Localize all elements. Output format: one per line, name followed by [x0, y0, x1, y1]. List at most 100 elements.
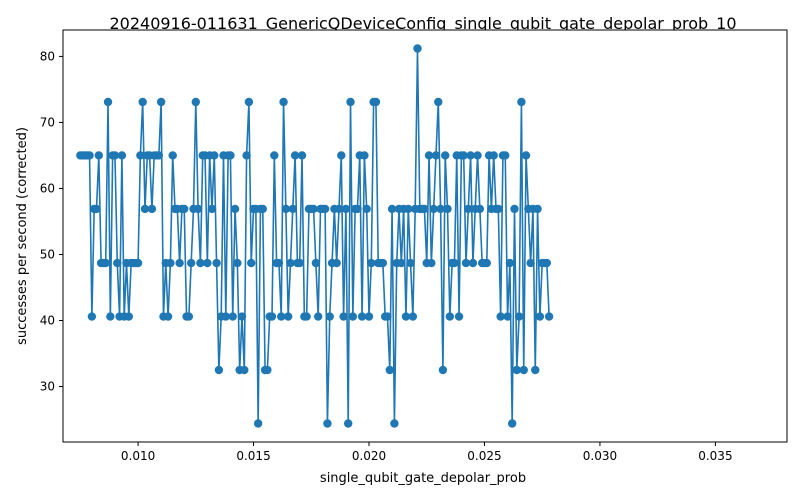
- data-point: [535, 312, 545, 321]
- data-point: [288, 204, 297, 214]
- data-point: [341, 204, 351, 214]
- data-point: [443, 204, 452, 214]
- data-point: [154, 151, 164, 160]
- data-point: [196, 258, 205, 268]
- data-point: [325, 312, 334, 321]
- x-tick-label: 0.025: [467, 449, 501, 463]
- data-point: [92, 204, 101, 214]
- data-point: [334, 204, 344, 214]
- x-tick-label: 0.030: [583, 449, 617, 463]
- data-point: [544, 312, 554, 321]
- data-point: [263, 365, 272, 375]
- data-point: [244, 97, 254, 107]
- data-point: [494, 204, 503, 214]
- data-point: [230, 204, 240, 214]
- data-point: [207, 204, 217, 214]
- data-point: [184, 312, 194, 321]
- data-point: [357, 312, 367, 321]
- data-point: [85, 151, 94, 160]
- data-point: [175, 258, 184, 268]
- data-point: [233, 258, 242, 268]
- data-point: [445, 312, 455, 321]
- data-point: [517, 97, 526, 107]
- data-point: [390, 419, 399, 428]
- data-point: [461, 258, 471, 268]
- data-point: [413, 44, 422, 53]
- data-point: [295, 258, 304, 268]
- data-point: [180, 204, 189, 214]
- x-tick-label: 0.020: [352, 449, 386, 463]
- data-point: [438, 365, 448, 375]
- x-tick-label: 0.010: [121, 449, 155, 463]
- data-point: [344, 419, 353, 428]
- y-axis-label: successes per second (corrected): [15, 127, 30, 345]
- data-point: [110, 151, 120, 160]
- data-point: [431, 151, 441, 160]
- data-point: [450, 258, 459, 268]
- data-point: [397, 258, 406, 268]
- chart-title: 20240916-011631_GenericQDeviceConfig_sin…: [109, 14, 736, 34]
- data-point: [210, 151, 219, 160]
- data-point: [237, 312, 247, 321]
- data-point: [387, 204, 397, 214]
- data-point: [505, 258, 515, 268]
- data-point: [406, 258, 415, 268]
- y-tick-label: 30: [40, 380, 55, 394]
- y-tick-label: 80: [40, 49, 55, 63]
- data-point: [337, 151, 346, 160]
- data-point: [514, 312, 524, 321]
- x-tick-label: 0.015: [236, 449, 270, 463]
- data-point: [420, 204, 429, 214]
- data-point: [277, 312, 286, 321]
- data-point: [270, 151, 279, 160]
- data-point: [507, 419, 517, 428]
- data-point: [482, 258, 491, 268]
- data-point: [87, 312, 97, 321]
- data-point: [186, 258, 196, 268]
- y-tick-label: 60: [40, 181, 55, 195]
- data-point: [240, 365, 249, 375]
- data-point: [297, 151, 307, 160]
- axes-frame: [62, 29, 788, 443]
- data-point: [286, 258, 295, 268]
- data-point: [362, 204, 371, 214]
- data-point: [94, 151, 104, 160]
- data-point: [274, 258, 284, 268]
- data-point: [290, 151, 300, 160]
- data-point: [221, 312, 231, 321]
- x-tick-label: 0.035: [698, 449, 732, 463]
- y-tick-label: 40: [40, 314, 55, 328]
- data-point: [193, 204, 203, 214]
- data-point: [346, 97, 355, 107]
- data-point: [267, 312, 277, 321]
- data-point: [429, 204, 438, 214]
- data-point: [242, 151, 251, 160]
- data-point: [441, 151, 450, 160]
- data-point: [332, 258, 341, 268]
- data-point: [302, 312, 311, 321]
- plot-area: [62, 29, 788, 443]
- data-point: [163, 312, 173, 321]
- data-point: [228, 312, 237, 321]
- data-point: [311, 258, 321, 268]
- data-point: [106, 312, 115, 321]
- data-point: [140, 204, 150, 214]
- data-point: [247, 258, 256, 268]
- data-point: [466, 151, 475, 160]
- data-point: [339, 312, 348, 321]
- data-point: [281, 204, 291, 214]
- x-axis-label: single_qubit_gate_depolar_prob: [320, 471, 526, 486]
- data-point: [378, 258, 388, 268]
- data-point: [521, 151, 531, 160]
- data-point: [459, 151, 468, 160]
- data-point: [436, 204, 445, 214]
- data-point: [226, 151, 235, 160]
- data-point: [473, 151, 482, 160]
- data-point: [313, 312, 323, 321]
- data-point: [371, 97, 381, 107]
- data-point: [212, 258, 221, 268]
- data-point: [360, 151, 369, 160]
- data-point: [113, 258, 122, 268]
- data-point: [533, 204, 542, 214]
- data-point: [133, 258, 143, 268]
